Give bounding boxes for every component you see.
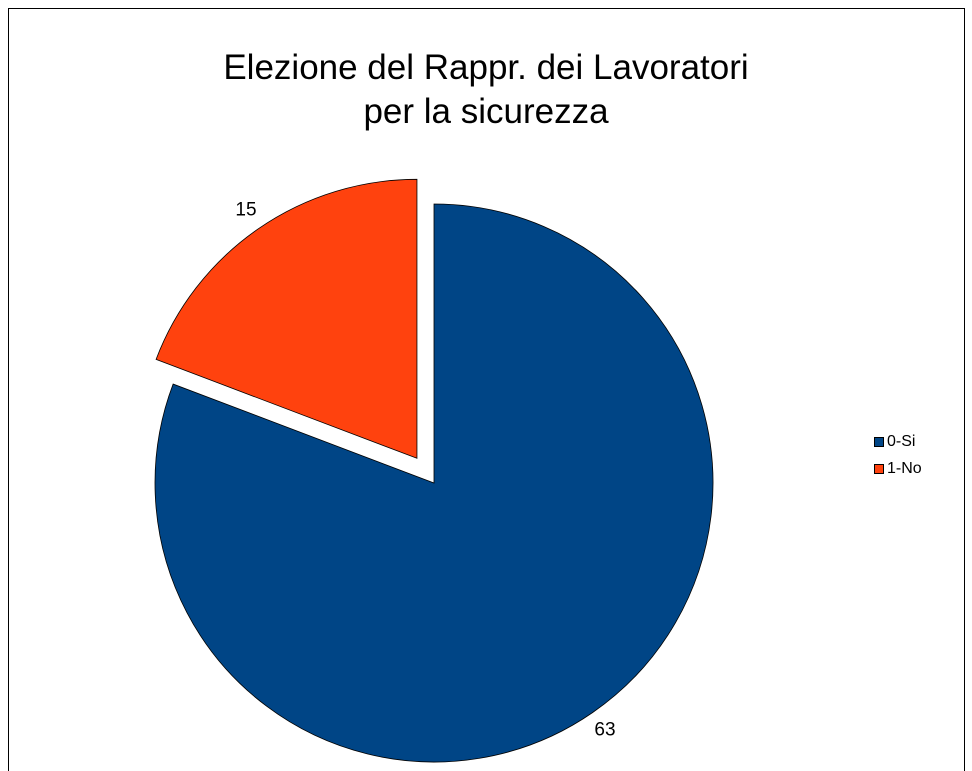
pie-label-0-si: 63	[594, 720, 615, 741]
legend-item-no: 1-No	[874, 455, 922, 482]
chart-frame	[8, 8, 965, 771]
pie-data-labels: 63 15	[235, 200, 615, 741]
pie-slice-1-no	[155, 178, 418, 459]
legend-swatch-si	[874, 436, 884, 447]
legend-swatch-no	[874, 463, 884, 474]
pie-label-1-no: 15	[235, 200, 256, 221]
chart-title: Elezione del Rappr. dei Lavoratori per l…	[0, 46, 972, 134]
legend-label-no: 1-No	[887, 459, 922, 477]
legend-label-si: 0-Si	[887, 432, 916, 450]
pie-slices	[154, 178, 714, 763]
legend: 0-Si 1-No	[874, 428, 922, 482]
chart-title-line-2: per la sicurezza	[363, 92, 609, 131]
pie-slice-0-si	[154, 203, 714, 763]
chart-title-line-1: Elezione del Rappr. dei Lavoratori	[223, 48, 749, 87]
legend-item-si: 0-Si	[874, 428, 922, 455]
